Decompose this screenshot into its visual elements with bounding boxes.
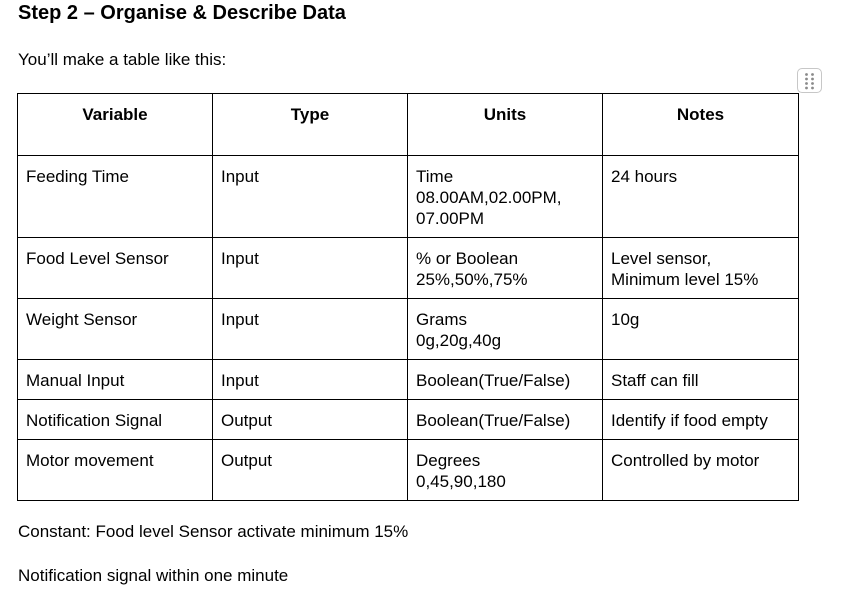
cell-notes: Controlled by motor bbox=[602, 439, 799, 501]
cell-notes-line: Level sensor, bbox=[611, 249, 712, 268]
header-units: Units bbox=[407, 93, 603, 156]
cell-units-line: Degrees bbox=[416, 451, 481, 470]
cell-notes: 10g bbox=[602, 298, 799, 360]
cell-units: Boolean(True/False) bbox=[407, 359, 603, 400]
table-header-row: Variable Type Units Notes bbox=[17, 93, 799, 156]
drag-handle-icon bbox=[805, 73, 814, 90]
table-row: Feeding Time Input Time 08.00AM,02.00PM,… bbox=[17, 155, 799, 238]
cell-units: Boolean(True/False) bbox=[407, 399, 603, 440]
cell-variable: Weight Sensor bbox=[17, 298, 213, 360]
cell-units-line: 25%,50%,75% bbox=[416, 270, 528, 289]
cell-units-line: 08.00AM,02.00PM, bbox=[416, 188, 562, 207]
cell-notes-line: 10g bbox=[611, 310, 640, 329]
cell-type: Input bbox=[212, 155, 408, 238]
cell-notes: Level sensor, Minimum level 15% bbox=[602, 237, 799, 299]
cell-variable: Manual Input bbox=[17, 359, 213, 400]
table-row: Notification Signal Output Boolean(True/… bbox=[17, 399, 799, 440]
cell-units-line: Boolean(True/False) bbox=[416, 371, 571, 390]
notification-note: Notification signal within one minute bbox=[18, 566, 289, 585]
cell-variable: Motor movement bbox=[17, 439, 213, 501]
cell-notes-line: 24 hours bbox=[611, 167, 678, 186]
cell-type: Input bbox=[212, 359, 408, 400]
table-row: Motor movement Output Degrees 0,45,90,18… bbox=[17, 439, 799, 501]
cell-units-line: Time bbox=[416, 167, 454, 186]
cell-notes-line: Staff can fill bbox=[611, 371, 699, 390]
table-drag-handle[interactable] bbox=[797, 68, 822, 93]
cell-units-line: Grams bbox=[416, 310, 467, 329]
cell-units: % or Boolean 25%,50%,75% bbox=[407, 237, 603, 299]
cell-units-line: 0,45,90,180 bbox=[416, 472, 506, 491]
data-table: Variable Type Units Notes Feeding Time I… bbox=[17, 93, 799, 501]
constant-note: Constant: Food level Sensor activate min… bbox=[18, 522, 409, 541]
table-row: Manual Input Input Boolean(True/False) S… bbox=[17, 359, 799, 400]
cell-notes: 24 hours bbox=[602, 155, 799, 238]
table-row: Weight Sensor Input Grams 0g,20g,40g 10g bbox=[17, 298, 799, 360]
cell-units: Time 08.00AM,02.00PM, 07.00PM bbox=[407, 155, 603, 238]
header-notes: Notes bbox=[602, 93, 799, 156]
cell-type: Input bbox=[212, 237, 408, 299]
cell-variable: Food Level Sensor bbox=[17, 237, 213, 299]
page-title: Step 2 – Organise & Describe Data bbox=[18, 2, 346, 24]
cell-units: Degrees 0,45,90,180 bbox=[407, 439, 603, 501]
cell-units-line: 07.00PM bbox=[416, 209, 485, 228]
cell-units-line: 0g,20g,40g bbox=[416, 331, 502, 350]
cell-variable: Feeding Time bbox=[17, 155, 213, 238]
cell-type: Output bbox=[212, 439, 408, 501]
cell-notes-line: Identify if food empty bbox=[611, 411, 768, 430]
cell-notes: Staff can fill bbox=[602, 359, 799, 400]
cell-type: Output bbox=[212, 399, 408, 440]
header-type: Type bbox=[212, 93, 408, 156]
intro-text: You’ll make a table like this: bbox=[18, 50, 227, 69]
header-variable: Variable bbox=[17, 93, 213, 156]
cell-notes-line: Minimum level 15% bbox=[611, 270, 759, 289]
cell-units-line: Boolean(True/False) bbox=[416, 411, 571, 430]
cell-notes: Identify if food empty bbox=[602, 399, 799, 440]
cell-type: Input bbox=[212, 298, 408, 360]
cell-variable: Notification Signal bbox=[17, 399, 213, 440]
cell-units-line: % or Boolean bbox=[416, 249, 519, 268]
cell-units: Grams 0g,20g,40g bbox=[407, 298, 603, 360]
cell-notes-line: Controlled by motor bbox=[611, 451, 760, 470]
table-row: Food Level Sensor Input % or Boolean 25%… bbox=[17, 237, 799, 299]
